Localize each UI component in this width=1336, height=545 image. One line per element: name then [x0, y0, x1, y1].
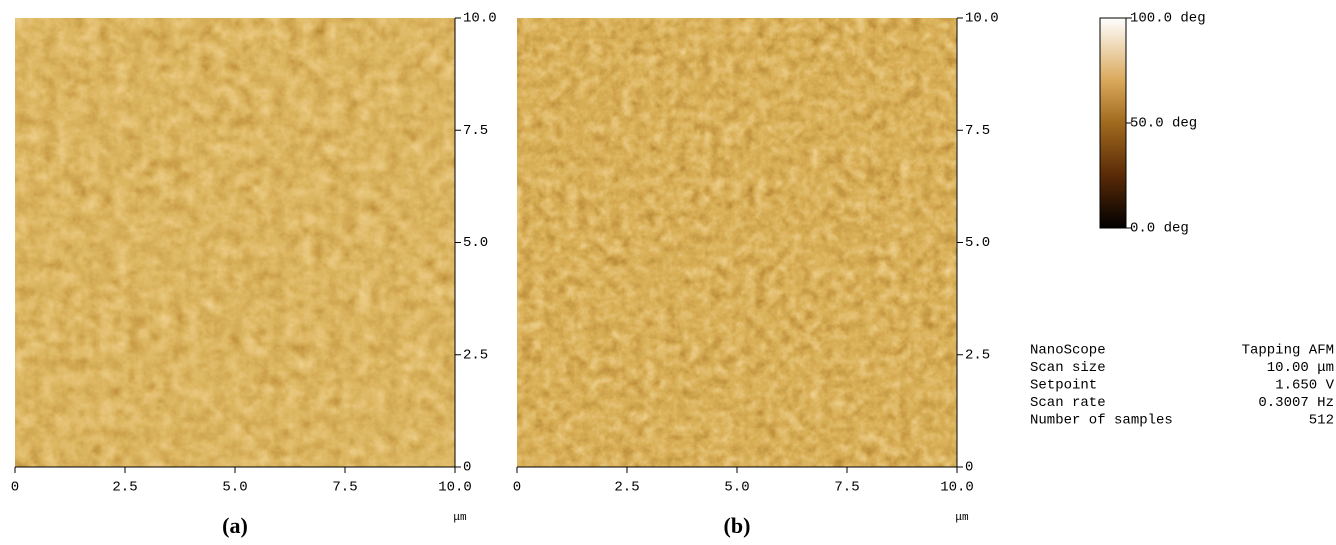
colorbar-label: 100.0 deg	[1130, 11, 1206, 27]
info-key: Setpoint	[1030, 378, 1097, 394]
x-tick-label: 2.5	[112, 480, 137, 496]
y-tick-label: 2.5	[965, 347, 990, 363]
info-value: 10.00 μm	[1267, 360, 1334, 376]
x-tick-label: 5.0	[222, 480, 247, 496]
afm-image	[15, 18, 455, 467]
x-tick-label: 0	[513, 480, 521, 496]
x-tick-label: 10.0	[940, 480, 974, 496]
y-tick-label: 10.0	[463, 11, 497, 27]
panel-caption: (b)	[724, 513, 751, 538]
x-tick-label: 2.5	[614, 480, 639, 496]
info-key: Scan rate	[1030, 395, 1106, 411]
y-tick-label: 2.5	[463, 347, 488, 363]
info-key: Number of samples	[1030, 413, 1173, 429]
info-value: 512	[1309, 413, 1334, 429]
colorbar	[1099, 17, 1127, 229]
x-tick-label: 10.0	[438, 480, 472, 496]
x-unit: μm	[453, 512, 467, 524]
y-tick-label: 10.0	[965, 11, 999, 27]
afm-image	[517, 18, 957, 467]
info-key: Scan size	[1030, 360, 1106, 376]
y-tick-label: 5.0	[965, 235, 990, 251]
info-value: Tapping AFM	[1242, 343, 1334, 359]
y-tick-label: 7.5	[965, 123, 990, 139]
info-key: NanoScope	[1030, 343, 1106, 359]
x-tick-label: 7.5	[834, 480, 859, 496]
x-unit: μm	[955, 512, 969, 524]
y-tick-label: 0	[965, 460, 973, 476]
x-tick-label: 0	[11, 480, 19, 496]
y-tick-label: 7.5	[463, 123, 488, 139]
y-tick-label: 0	[463, 460, 471, 476]
panel-caption: (a)	[222, 513, 248, 538]
x-tick-label: 5.0	[724, 480, 749, 496]
colorbar-label: 0.0 deg	[1130, 221, 1189, 237]
info-value: 0.3007 Hz	[1258, 395, 1334, 411]
x-tick-label: 7.5	[332, 480, 357, 496]
colorbar-label: 50.0 deg	[1130, 116, 1197, 132]
info-value: 1.650 V	[1275, 378, 1334, 394]
y-tick-label: 5.0	[463, 235, 488, 251]
